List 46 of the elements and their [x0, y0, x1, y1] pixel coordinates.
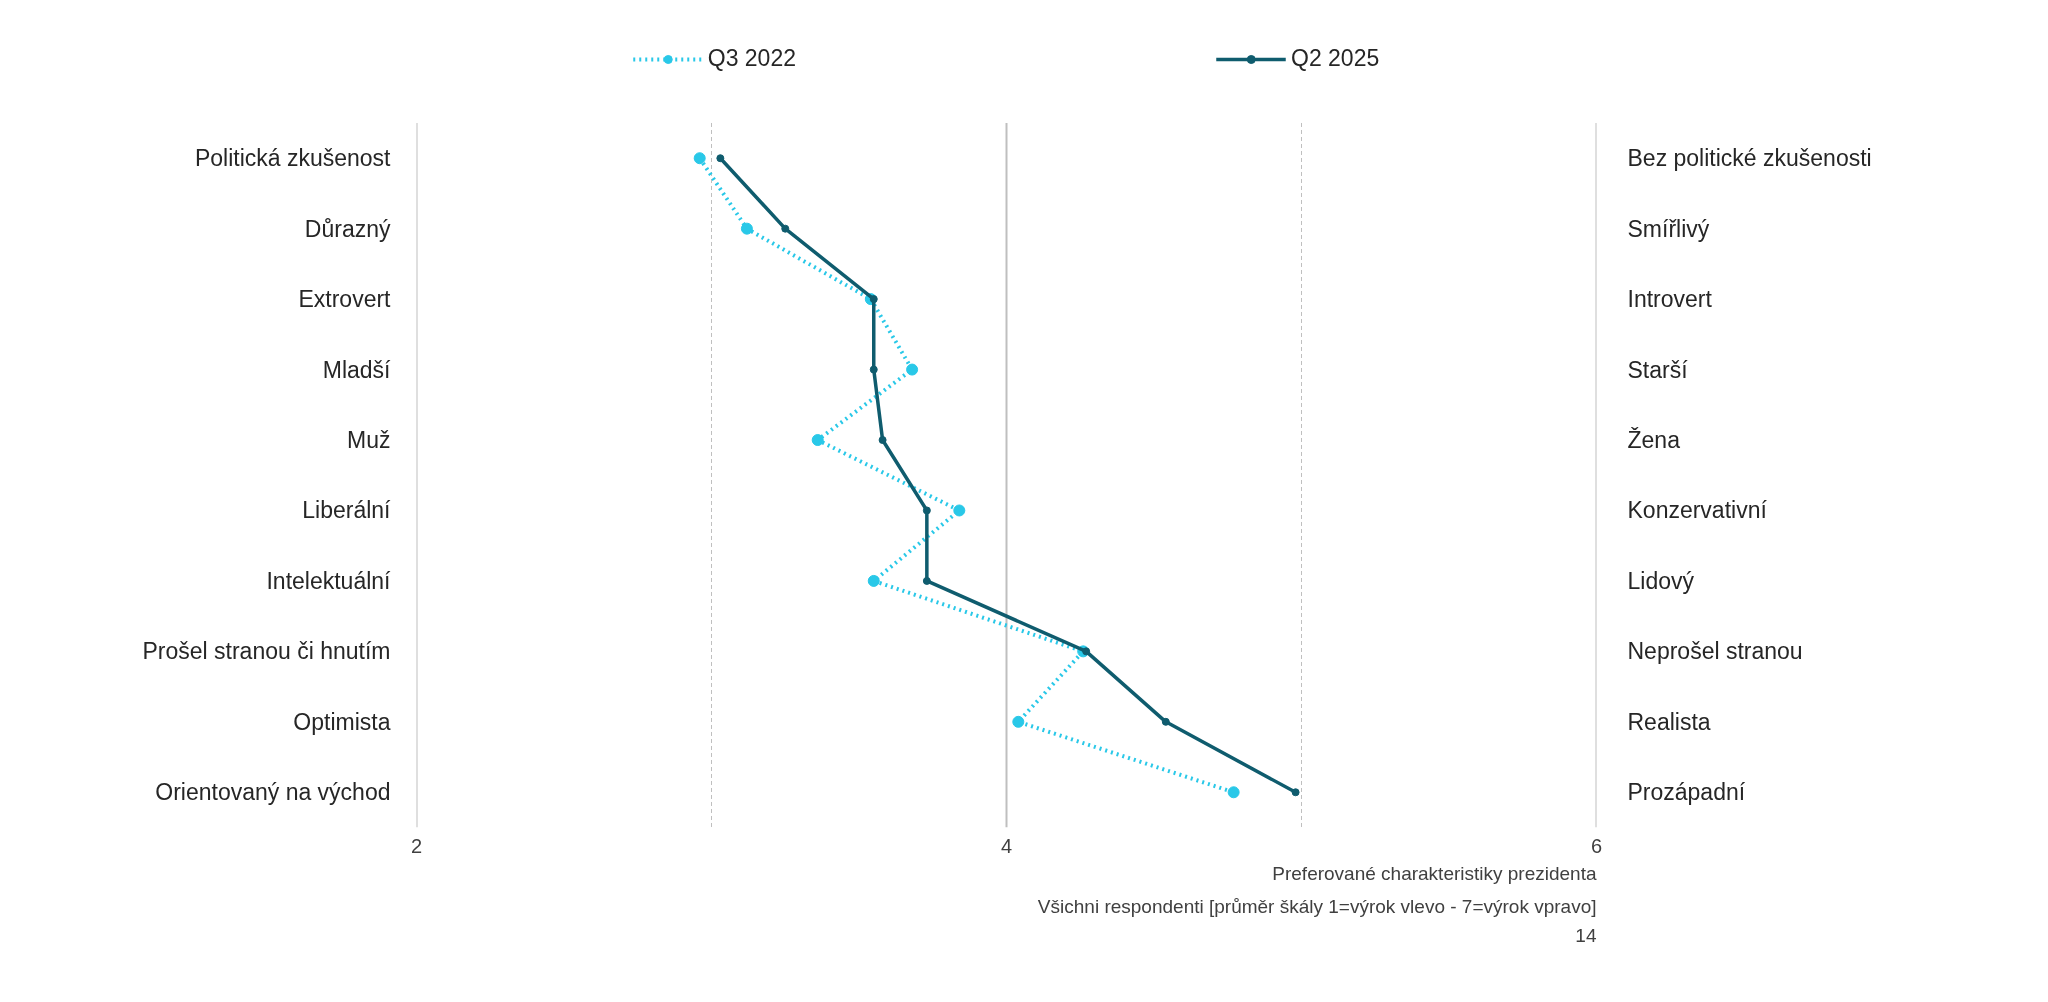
point: [869, 365, 878, 374]
y2-tick-label: Prozápadní: [1627, 779, 1746, 806]
point: [922, 506, 931, 515]
point: [716, 154, 725, 163]
legend-label: Q2 2025: [1291, 45, 1380, 72]
y-tick-label: Důrazný: [304, 215, 391, 242]
point: [740, 222, 753, 235]
y2-tick-label: Lidový: [1627, 567, 1695, 594]
y2-tick-label: Realista: [1627, 708, 1711, 735]
point: [953, 504, 966, 517]
y2-tick-label: Neprošel stranou: [1627, 638, 1803, 665]
y2-tick-label: Bez politické zkušenosti: [1627, 145, 1872, 172]
x-tick-label: 2: [410, 834, 423, 857]
point: [693, 152, 706, 165]
y2-tick-label: Smířlivý: [1627, 215, 1710, 242]
y-tick-label: Liberální: [302, 497, 392, 524]
point: [922, 576, 931, 585]
text: Všichni respondenti [průměr škály 1=výrok vlevo - 7=výrok vpravo]: [1037, 895, 1597, 917]
point: [869, 295, 878, 304]
point: [1291, 788, 1300, 797]
y2-tick-label: Žena: [1627, 427, 1681, 454]
point: [1082, 647, 1091, 656]
y-tick-label: Orientovaný na východ: [155, 779, 391, 806]
point: [781, 224, 790, 233]
point: [1161, 717, 1170, 726]
x-tick-label: 4: [1000, 834, 1013, 857]
text: Preferované charakteristiky prezidenta: [1272, 862, 1597, 884]
x-tick-label: 6: [1590, 834, 1603, 857]
point: [906, 363, 919, 376]
point: [1012, 715, 1025, 728]
y-tick-label: Extrovert: [298, 286, 392, 313]
text: 14: [1575, 924, 1597, 946]
y2-tick-label: Starší: [1627, 356, 1689, 383]
y2-tick-label: Introvert: [1627, 286, 1713, 313]
y-tick-label: Optimista: [293, 708, 391, 735]
y-tick-label: Muž: [347, 427, 391, 454]
legend-label: Q3 2022: [707, 45, 796, 72]
y-tick-label: Politická zkušenost: [194, 145, 392, 172]
point: [811, 434, 824, 447]
y-tick-label: Intelektuální: [266, 567, 392, 594]
y2-tick-label: Konzervativní: [1627, 497, 1768, 524]
point: [1227, 786, 1240, 799]
point: [878, 436, 887, 445]
point: [867, 574, 880, 587]
y-tick-label: Prošel stranou či hnutím: [142, 638, 391, 665]
y-tick-label: Mladší: [322, 356, 392, 383]
